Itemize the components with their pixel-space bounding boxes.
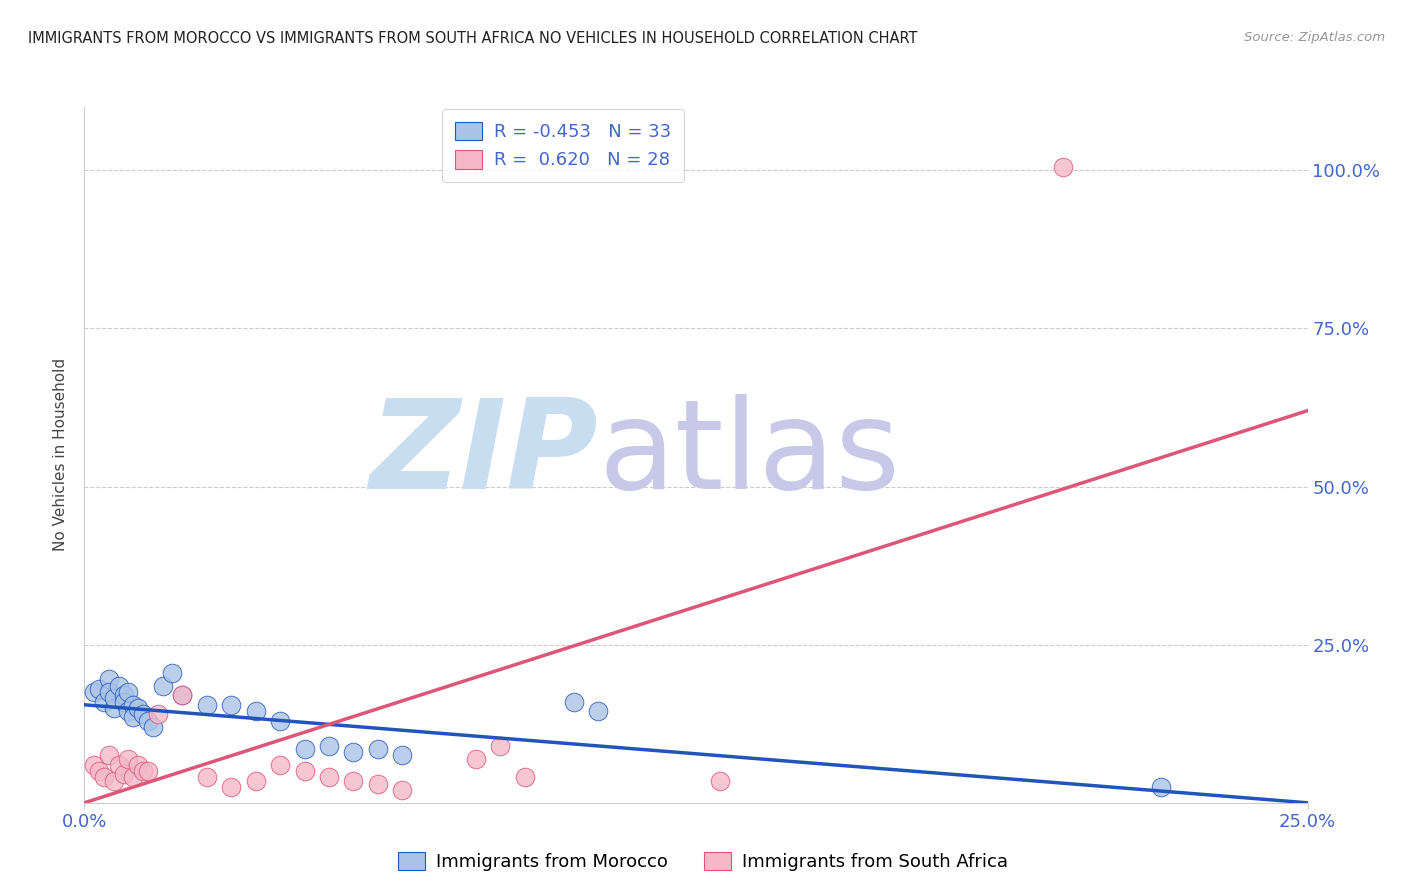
Point bbox=[172, 688, 194, 702]
Point bbox=[117, 704, 139, 718]
Point bbox=[136, 764, 159, 779]
Point bbox=[172, 688, 194, 702]
Point bbox=[122, 698, 145, 712]
Point bbox=[122, 771, 145, 785]
Point bbox=[97, 685, 120, 699]
Point bbox=[103, 701, 125, 715]
Point bbox=[103, 773, 125, 788]
Point bbox=[342, 773, 364, 788]
Point bbox=[107, 679, 129, 693]
Point bbox=[513, 771, 536, 785]
Point bbox=[219, 780, 242, 794]
Legend: Immigrants from Morocco, Immigrants from South Africa: Immigrants from Morocco, Immigrants from… bbox=[391, 845, 1015, 879]
Point bbox=[112, 767, 135, 781]
Point bbox=[97, 673, 120, 687]
Point bbox=[489, 739, 512, 753]
Point bbox=[464, 751, 486, 765]
Point bbox=[83, 757, 105, 772]
Point bbox=[132, 707, 155, 722]
Point bbox=[269, 714, 291, 728]
Point bbox=[1150, 780, 1173, 794]
Point bbox=[391, 783, 413, 797]
Point bbox=[342, 745, 364, 759]
Point bbox=[562, 695, 585, 709]
Point bbox=[103, 691, 125, 706]
Point bbox=[1052, 160, 1074, 174]
Point bbox=[269, 757, 291, 772]
Point bbox=[132, 764, 155, 779]
Point bbox=[152, 679, 174, 693]
Legend: R = -0.453   N = 33, R =  0.620   N = 28: R = -0.453 N = 33, R = 0.620 N = 28 bbox=[441, 109, 685, 182]
Point bbox=[219, 698, 242, 712]
Point bbox=[142, 720, 165, 734]
Point bbox=[162, 666, 184, 681]
Text: atlas: atlas bbox=[598, 394, 900, 516]
Point bbox=[367, 742, 389, 756]
Point bbox=[294, 742, 316, 756]
Point bbox=[87, 764, 110, 779]
Point bbox=[127, 757, 149, 772]
Y-axis label: No Vehicles in Household: No Vehicles in Household bbox=[53, 359, 69, 551]
Point bbox=[318, 739, 340, 753]
Point bbox=[107, 757, 129, 772]
Point bbox=[117, 751, 139, 765]
Text: ZIP: ZIP bbox=[370, 394, 598, 516]
Point bbox=[586, 704, 609, 718]
Point bbox=[391, 748, 413, 763]
Point bbox=[245, 773, 267, 788]
Text: Source: ZipAtlas.com: Source: ZipAtlas.com bbox=[1244, 31, 1385, 45]
Point bbox=[93, 771, 115, 785]
Point bbox=[146, 707, 169, 722]
Point bbox=[136, 714, 159, 728]
Point bbox=[122, 710, 145, 724]
Point bbox=[245, 704, 267, 718]
Point bbox=[83, 685, 105, 699]
Point bbox=[97, 748, 120, 763]
Point bbox=[195, 771, 218, 785]
Point bbox=[93, 695, 115, 709]
Point bbox=[294, 764, 316, 779]
Point bbox=[112, 688, 135, 702]
Point bbox=[127, 701, 149, 715]
Point bbox=[195, 698, 218, 712]
Point bbox=[367, 777, 389, 791]
Point bbox=[87, 681, 110, 696]
Point bbox=[112, 695, 135, 709]
Point bbox=[709, 773, 731, 788]
Text: IMMIGRANTS FROM MOROCCO VS IMMIGRANTS FROM SOUTH AFRICA NO VEHICLES IN HOUSEHOLD: IMMIGRANTS FROM MOROCCO VS IMMIGRANTS FR… bbox=[28, 31, 918, 46]
Point bbox=[117, 685, 139, 699]
Point bbox=[318, 771, 340, 785]
